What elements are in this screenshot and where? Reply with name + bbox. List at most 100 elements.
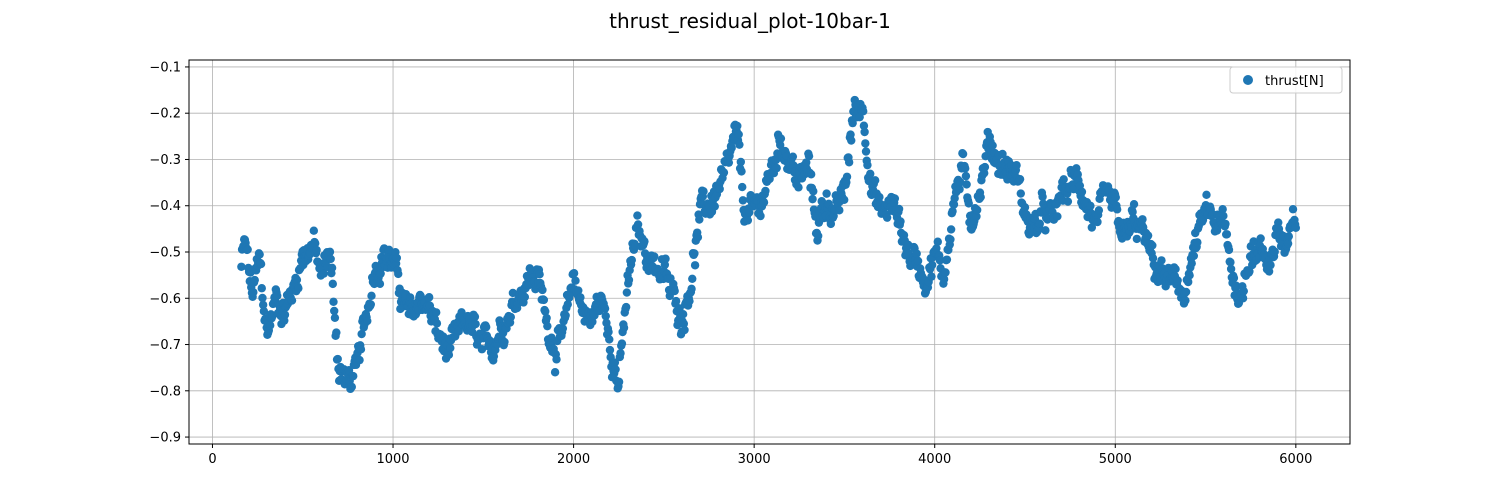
data-point	[743, 216, 753, 225]
data-point	[848, 118, 857, 128]
data-point	[688, 274, 697, 283]
data-point	[328, 279, 338, 289]
data-point	[588, 317, 597, 326]
data-point	[312, 245, 321, 255]
data-point	[611, 365, 620, 374]
data-point	[863, 160, 872, 170]
grid-lines	[189, 60, 1350, 444]
data-point	[1238, 294, 1248, 303]
data-point	[972, 212, 981, 221]
data-point	[1111, 193, 1120, 202]
data-point	[327, 263, 337, 273]
data-point	[939, 275, 949, 284]
data-point	[724, 158, 734, 167]
data-point	[1264, 267, 1274, 276]
data-point	[535, 270, 544, 279]
data-point	[392, 253, 402, 263]
data-point	[844, 158, 854, 167]
data-point	[640, 237, 649, 246]
data-point	[719, 168, 729, 177]
data-point	[913, 256, 923, 266]
data-point	[1063, 197, 1073, 206]
data-point	[988, 141, 997, 150]
data-point	[955, 185, 964, 194]
data-point	[1219, 211, 1228, 221]
data-point	[1229, 273, 1239, 283]
data-point	[972, 205, 982, 215]
data-point	[788, 152, 798, 161]
data-point	[454, 327, 463, 336]
data-point	[693, 233, 703, 242]
data-point	[622, 288, 632, 297]
data-point	[733, 121, 742, 131]
data-point	[258, 300, 268, 310]
data-point	[444, 350, 454, 360]
data-point	[1053, 212, 1062, 221]
data-point	[363, 316, 372, 326]
data-point	[1059, 175, 1068, 184]
data-point	[1086, 201, 1095, 211]
legend-label: thrust[N]	[1265, 74, 1324, 89]
data-point	[1288, 205, 1298, 214]
data-point	[558, 324, 568, 333]
data-point	[255, 250, 264, 259]
data-point	[552, 355, 561, 364]
data-point	[605, 335, 614, 344]
data-point	[1226, 264, 1236, 274]
data-point	[1138, 215, 1147, 224]
data-point	[249, 288, 258, 297]
y-axis: −0.9 −0.8 −0.7 −0.6 −0.5 −0.4 −0.3 −0.2 −0.1	[149, 60, 189, 446]
y-tick-label: −0.1	[149, 60, 181, 75]
data-point	[333, 354, 342, 364]
data-point	[1077, 187, 1087, 196]
data-point	[539, 295, 549, 305]
data-point	[617, 339, 627, 348]
data-point	[710, 202, 719, 211]
data-point	[292, 275, 302, 285]
data-point	[576, 293, 585, 302]
data-point	[671, 296, 681, 306]
data-point	[273, 291, 282, 300]
data-point	[347, 382, 356, 392]
data-point	[946, 235, 955, 244]
data-point	[326, 254, 335, 264]
data-point	[927, 272, 936, 281]
y-tick-label: −0.4	[149, 199, 181, 214]
data-point	[678, 310, 688, 319]
data-point	[771, 155, 781, 165]
data-point	[319, 269, 328, 278]
data-point	[432, 308, 441, 317]
data-point	[506, 312, 515, 322]
data-point	[1016, 189, 1025, 198]
data-point	[367, 291, 376, 301]
data-point	[294, 284, 303, 293]
data-point	[1143, 231, 1153, 240]
x-tick-label: 4000	[918, 452, 951, 467]
data-point	[624, 275, 634, 285]
data-point	[1222, 230, 1232, 239]
y-tick-label: −0.6	[149, 292, 181, 307]
data-point	[1041, 226, 1050, 235]
data-point	[325, 247, 335, 257]
data-point	[761, 186, 770, 196]
data-point	[375, 279, 385, 289]
data-point	[1185, 271, 1194, 280]
data-point	[477, 345, 487, 354]
data-point	[243, 245, 252, 254]
data-point	[1087, 223, 1097, 232]
data-point	[309, 226, 319, 235]
data-point	[875, 192, 884, 202]
data-point	[890, 194, 900, 203]
data-point	[847, 136, 856, 145]
data-point	[258, 293, 267, 303]
data-point	[661, 254, 670, 263]
data-point	[538, 285, 547, 295]
x-axis: 0 1000 2000 3000 4000 5000 6000	[208, 444, 1312, 467]
data-point	[806, 170, 816, 179]
data-point	[1270, 247, 1279, 256]
data-point	[330, 306, 339, 316]
data-point	[542, 313, 551, 323]
data-point	[715, 184, 724, 194]
data-point	[835, 206, 844, 215]
